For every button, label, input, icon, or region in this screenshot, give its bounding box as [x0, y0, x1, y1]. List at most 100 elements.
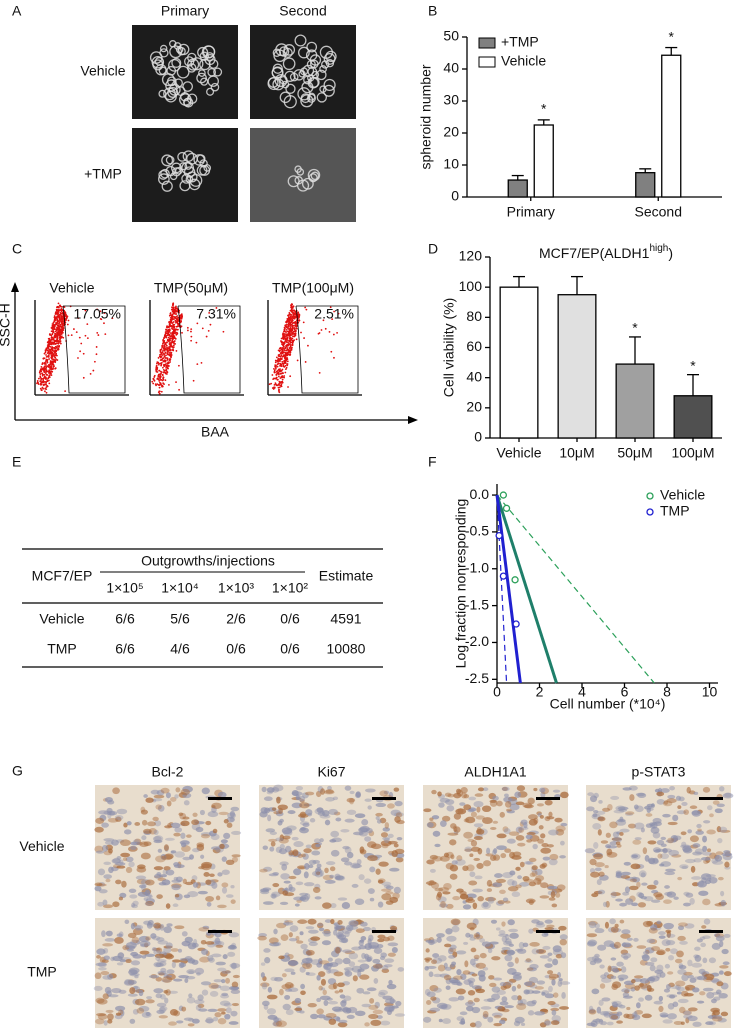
event: [162, 376, 165, 379]
nucleus: [394, 1013, 406, 1017]
nucleus: [359, 921, 368, 927]
nucleus: [340, 857, 350, 863]
nucleus: [291, 836, 299, 841]
event: [295, 325, 298, 328]
nucleus: [559, 934, 568, 940]
nucleus: [501, 936, 508, 943]
row-label: TMP: [27, 964, 57, 980]
nucleus: [378, 861, 389, 867]
nucleus: [600, 1021, 608, 1026]
cell: [158, 89, 167, 98]
nucleus: [638, 997, 644, 1002]
nucleus: [456, 789, 463, 797]
nucleus: [299, 827, 309, 834]
nucleus: [534, 868, 543, 876]
nucleus: [165, 989, 171, 996]
nucleus: [451, 925, 460, 933]
nucleus: [605, 832, 611, 838]
event: [95, 353, 98, 356]
event: [61, 326, 63, 329]
nucleus: [656, 791, 665, 797]
nucleus: [229, 816, 235, 823]
nucleus: [368, 1013, 379, 1019]
cell: [319, 45, 333, 59]
nucleus: [474, 793, 484, 797]
nucleus: [311, 850, 321, 856]
nucleus: [675, 984, 681, 991]
nucleus: [337, 1022, 348, 1028]
nucleus: [658, 995, 664, 1002]
nucleus: [657, 853, 663, 859]
event: [36, 381, 39, 384]
event: [171, 308, 174, 311]
x-tick-label: Primary: [507, 204, 555, 220]
event: [161, 351, 164, 354]
event: [171, 315, 174, 318]
nucleus: [344, 818, 355, 823]
nucleus: [118, 989, 127, 994]
nucleus: [720, 1011, 729, 1017]
event: [160, 364, 163, 367]
nucleus: [559, 855, 566, 859]
nucleus: [542, 945, 551, 950]
nucleus: [381, 881, 392, 886]
nucleus: [118, 1009, 124, 1015]
event: [61, 320, 63, 323]
nucleus: [102, 943, 114, 947]
nucleus: [393, 843, 399, 848]
nucleus: [602, 901, 608, 908]
nucleus: [609, 821, 618, 829]
nucleus: [141, 819, 148, 826]
event: [190, 328, 193, 331]
event: [64, 390, 67, 393]
event: [175, 350, 178, 352]
nucleus: [685, 892, 694, 898]
nucleus: [610, 1015, 619, 1020]
nucleus: [539, 787, 546, 793]
nucleus: [112, 901, 120, 908]
nucleus: [714, 808, 723, 814]
event: [45, 381, 47, 384]
event: [93, 360, 96, 363]
nucleus: [702, 935, 711, 939]
nucleus: [634, 822, 645, 830]
nucleus: [340, 828, 350, 833]
nucleus: [664, 871, 675, 876]
spheroid-image: [250, 128, 356, 222]
event: [292, 314, 295, 317]
nucleus: [319, 870, 324, 877]
nucleus: [517, 984, 522, 989]
nucleus: [661, 939, 671, 947]
nucleus: [466, 864, 475, 872]
nucleus: [114, 814, 124, 821]
nucleus: [426, 859, 435, 865]
nucleus: [491, 986, 501, 993]
event: [279, 372, 282, 375]
nucleus: [456, 888, 464, 893]
nucleus: [278, 955, 285, 960]
nucleus: [654, 821, 662, 827]
nucleus: [456, 968, 462, 976]
nucleus: [221, 992, 229, 997]
nucleus: [464, 848, 473, 852]
nucleus: [696, 938, 703, 943]
nucleus: [560, 840, 565, 846]
event: [59, 328, 62, 331]
cell: [190, 57, 204, 71]
event: [163, 337, 165, 340]
nucleus: [279, 834, 285, 842]
nucleus: [221, 970, 232, 974]
cell: [213, 67, 223, 77]
event: [276, 384, 279, 387]
flow-dots: [36, 302, 114, 394]
nucleus: [153, 922, 162, 929]
nucleus: [381, 893, 392, 901]
nucleus: [221, 869, 230, 875]
nucleus: [327, 957, 333, 962]
bar: [507, 179, 528, 198]
nucleus: [499, 811, 505, 818]
nucleus: [473, 954, 480, 960]
nucleus: [525, 898, 536, 904]
nucleus: [590, 871, 600, 878]
y-tick-label: 0.0: [470, 486, 490, 502]
